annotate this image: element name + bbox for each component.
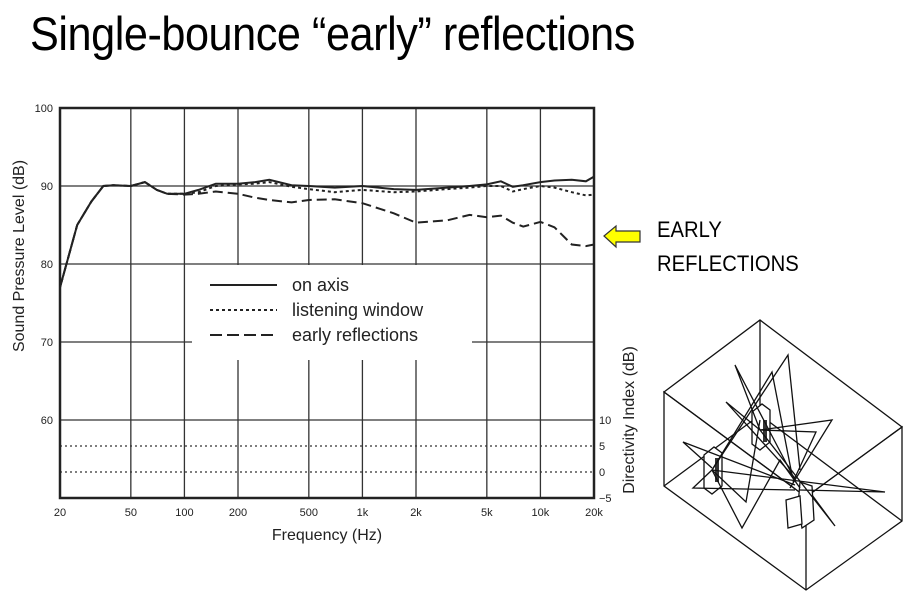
y-tick-label: 70 [41, 337, 53, 349]
x-axis-label: Frequency (Hz) [272, 527, 382, 544]
annotation-line-1: EARLY [657, 217, 722, 242]
y-tick-label: 100 [35, 103, 53, 115]
y2-tick-label: 0 [599, 467, 605, 479]
annotation-line-2: REFLECTIONS [657, 251, 799, 276]
x-tick-label: 10k [532, 507, 550, 519]
early-reflections-annotation: EARLY REFLECTIONS [657, 213, 799, 281]
slide-title: Single-bounce “early” reflections [30, 7, 635, 60]
y2-tick-label: 10 [599, 415, 611, 427]
y-axis-label: Sound Pressure Level (dB) [11, 160, 28, 352]
legend-label: listening window [292, 300, 424, 320]
chart-curves [59, 175, 595, 288]
x-tick-label: 500 [300, 507, 318, 519]
x-tick-label: 50 [125, 507, 137, 519]
x-tick-label: 2k [410, 507, 422, 519]
legend-label: early reflections [292, 325, 418, 345]
x-tick-label: 20k [585, 507, 603, 519]
y2-tick-label: −5 [599, 493, 612, 505]
x-tick-label: 20 [54, 507, 66, 519]
x-tick-label: 5k [481, 507, 493, 519]
arrow-left-icon [603, 224, 641, 249]
x-tick-label: 100 [175, 507, 193, 519]
room-reflections-diagram [662, 319, 904, 591]
y-tick-label: 80 [41, 259, 53, 271]
y-tick-label: 90 [41, 181, 53, 193]
y-tick-label: 60 [41, 415, 53, 427]
x-tick-label: 200 [229, 507, 247, 519]
chart-legend: on axis listening window early reflections [210, 275, 424, 345]
y2-axis-label: Directivity Index (dB) [621, 346, 638, 494]
plot-frame [58, 106, 596, 500]
legend-label: on axis [292, 275, 349, 295]
y2-tick-label: 5 [599, 441, 605, 453]
series-early-reflections [59, 181, 595, 288]
legend-background [192, 265, 472, 360]
chart-grid [58, 106, 596, 500]
x-tick-label: 1k [357, 507, 369, 519]
series-listening-window [59, 181, 595, 288]
